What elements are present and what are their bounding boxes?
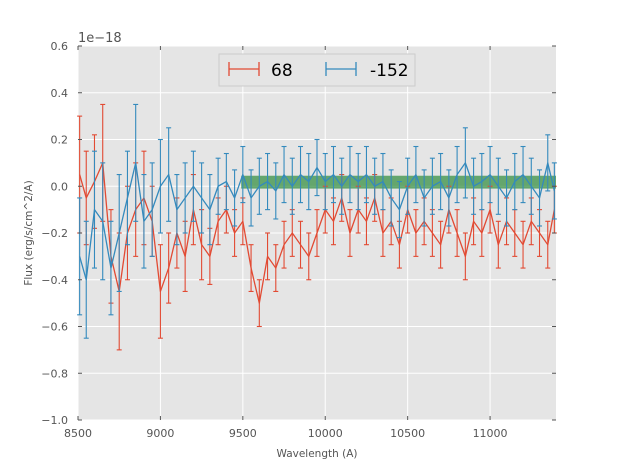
legend-label-series-2: -152 (370, 61, 409, 81)
legend-box (218, 53, 416, 87)
x-axis-label: Wavelength (A) (276, 448, 357, 460)
legend: 68 -152 (218, 53, 416, 87)
y-tick-label-5: 0.0 (51, 180, 69, 193)
y-tick-label-6: 0.2 (51, 134, 69, 147)
y-tick-label-7: 0.4 (51, 87, 69, 100)
tick-layer (77, 45, 556, 421)
x-tick-label-2: 9500 (229, 427, 257, 440)
y-tick-label-0: −1.0 (41, 414, 68, 427)
offset-text: 1e−18 (78, 31, 122, 46)
series-layer (77, 103, 557, 351)
series-2 (77, 103, 557, 339)
y-axis-label: Flux (erg/s/cm^2/A) (23, 180, 35, 285)
x-tick-label-1: 9000 (146, 427, 174, 440)
legend-marker-series-1 (228, 62, 260, 76)
y-tick-label-4: −0.2 (41, 227, 68, 240)
y-tick-label-3: −0.4 (41, 274, 68, 287)
y-tick-label-2: −0.6 (41, 321, 68, 334)
legend-label-series-1: 68 (271, 61, 293, 81)
y-tick-label-1: −0.8 (41, 367, 68, 380)
band-layer (241, 175, 556, 189)
x-tick-label-3: 10000 (308, 427, 343, 440)
legend-marker-series-2 (325, 62, 357, 76)
green-band (241, 175, 556, 189)
tick-label-layer: 8500 9000 9500 10000 10500 11000 −1.0 −0.8 −0.6 −… (41, 40, 507, 440)
y-tick-label-8: 0.6 (51, 40, 69, 53)
x-tick-label-4: 10500 (390, 427, 425, 440)
x-tick-label-5: 11000 (473, 427, 508, 440)
x-tick-label-0: 8500 (64, 427, 92, 440)
